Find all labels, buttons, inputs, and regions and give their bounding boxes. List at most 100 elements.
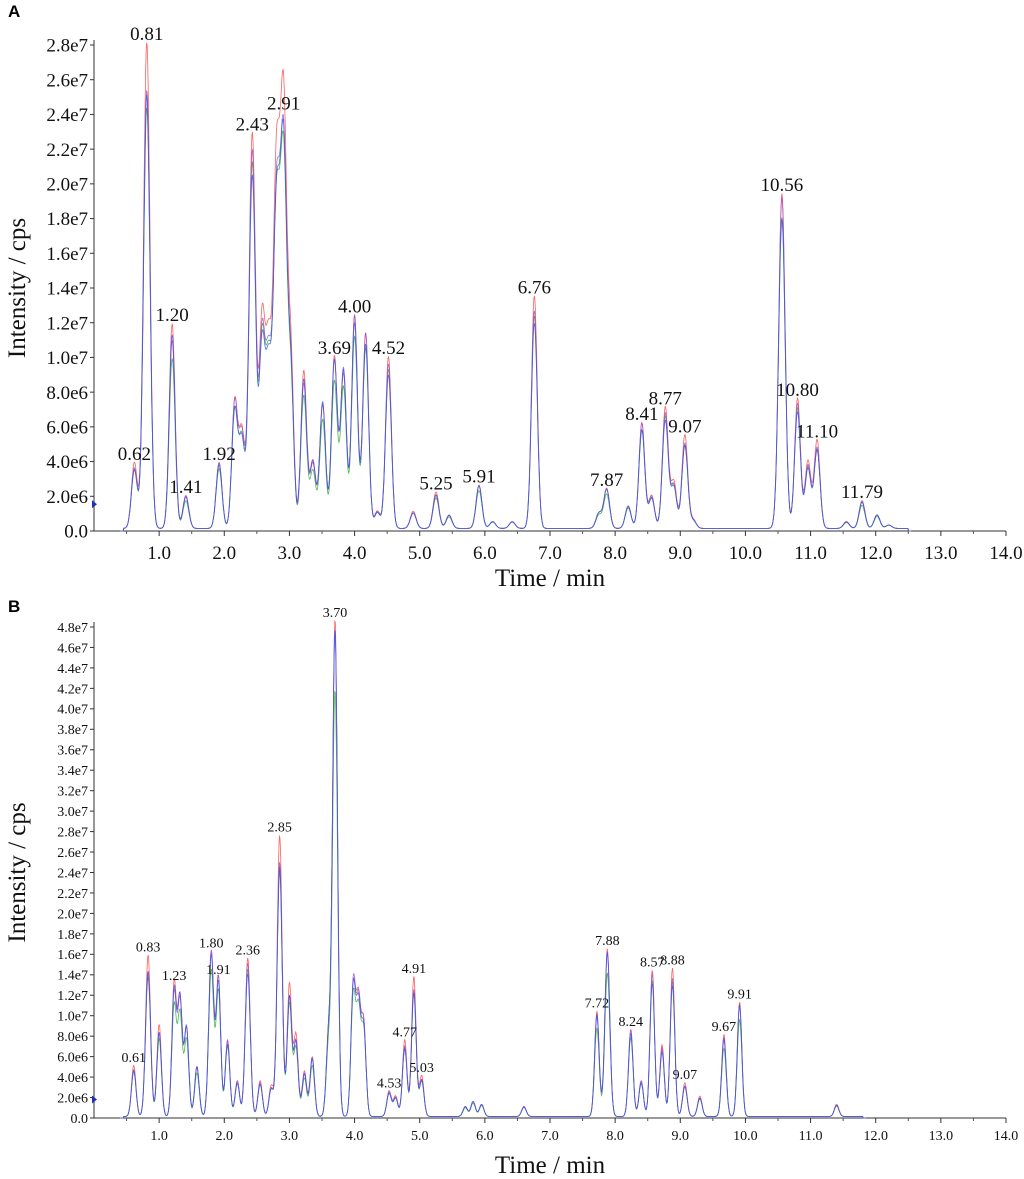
y-tick-label: 4.4e7 xyxy=(57,662,88,677)
x-tick-label: 4.0 xyxy=(343,543,367,564)
peak-label: 0.81 xyxy=(130,24,163,45)
chromatogram-trace-4 xyxy=(120,95,912,532)
peak-label: 9.67 xyxy=(712,1020,737,1035)
x-tick-label: 14.0 xyxy=(994,1129,1019,1144)
peak-label: 4.00 xyxy=(338,297,371,318)
y-tick-label: 1.0e7 xyxy=(57,1010,88,1025)
x-tick-label: 9.0 xyxy=(668,543,692,564)
threshold-marker-icon xyxy=(92,1095,97,1104)
x-tick-label: 6.0 xyxy=(473,543,497,564)
y-tick-label: 3.0e7 xyxy=(57,805,88,820)
peak-label: 6.76 xyxy=(518,277,551,298)
peak-label: 4.91 xyxy=(402,962,427,977)
x-tick-label: 5.0 xyxy=(411,1129,429,1144)
y-tick-label: 2.8e7 xyxy=(57,825,88,840)
chart-panel-b: B 1.0 2.0 3.0 4.0 5.0 6.0 7.0 8.0 9.0 10.0 11.0 12.… xyxy=(0,595,1024,1179)
y-tick-label: 4.0e7 xyxy=(57,703,88,718)
y-tick-label: 1.0e7 xyxy=(46,348,88,369)
peak-label: 8.88 xyxy=(660,954,685,969)
x-tick-label: 5.0 xyxy=(408,543,432,564)
y-tick-label: 2.0e7 xyxy=(57,907,88,922)
x-tick-label: 12.0 xyxy=(863,1129,888,1144)
y-tick-label: 1.2e7 xyxy=(57,989,88,1004)
y-tick-label: 6.0e6 xyxy=(46,418,88,439)
x-tick-label: 1.0 xyxy=(150,1129,168,1144)
peak-label: 5.25 xyxy=(419,474,452,495)
x-tick-label: 7.0 xyxy=(538,543,562,564)
y-tick-label: 1.6e7 xyxy=(57,948,88,963)
x-tick-label: 11.0 xyxy=(794,543,827,564)
peak-label: 5.91 xyxy=(462,467,495,488)
peak-label: 11.79 xyxy=(841,482,883,503)
panel-label-a: A xyxy=(8,2,21,21)
x-axis-label: Time / min xyxy=(495,565,606,592)
peak-label: 11.10 xyxy=(796,421,838,442)
y-tick-label: 2.6e7 xyxy=(57,846,88,861)
y-tick-label: 0.0 xyxy=(64,522,88,543)
peak-label: 7.87 xyxy=(590,470,623,491)
y-tick-label: 1.4e7 xyxy=(46,279,88,300)
peak-label: 3.69 xyxy=(318,338,351,359)
chart-panel-a: A 1.0 2.0 3.0 4.0 5.0 6.0 7.0 8.0 9.0 10.0 11.0 12.… xyxy=(4,2,1023,592)
y-axis-label: Intensity / cps xyxy=(4,802,31,942)
y-tick-label: 2.4e7 xyxy=(57,866,88,881)
peak-label: 5.03 xyxy=(409,1061,434,1076)
x-tick-label: 2.0 xyxy=(216,1129,234,1144)
x-tick-label: 13.0 xyxy=(929,1129,954,1144)
x-tick-label: 3.0 xyxy=(278,543,302,564)
peak-label: 7.72 xyxy=(585,997,610,1012)
peak-label: 9.07 xyxy=(673,1068,698,1083)
peak-label: 0.62 xyxy=(118,444,151,465)
y-tick-label: 6.0e6 xyxy=(57,1051,88,1066)
x-tick-label: 13.0 xyxy=(924,543,957,564)
peak-label: 4.77 xyxy=(392,1025,417,1040)
peak-label: 3.70 xyxy=(323,606,348,621)
chromatogram-trace-2 xyxy=(120,107,912,532)
peak-label: 4.53 xyxy=(377,1076,402,1091)
y-tick-label: 3.2e7 xyxy=(57,785,88,800)
peak-label: 10.80 xyxy=(776,380,819,401)
x-tick-label: 6.0 xyxy=(476,1129,494,1144)
y-tick-label: 4.0e6 xyxy=(57,1071,88,1086)
peak-label: 9.07 xyxy=(668,416,701,437)
peak-label: 4.52 xyxy=(372,338,405,359)
peak-label: 9.91 xyxy=(727,987,752,1002)
y-tick-label: 2.4e7 xyxy=(46,105,88,126)
y-tick-label: 1.4e7 xyxy=(57,969,88,984)
y-tick-label: 0.0 xyxy=(71,1112,89,1127)
y-tick-label: 2.0e7 xyxy=(46,175,88,196)
y-tick-label: 4.0e6 xyxy=(46,452,88,473)
x-tick-label: 1.0 xyxy=(147,543,171,564)
x-tick-label: 2.0 xyxy=(212,543,236,564)
chromatogram-trace-3 xyxy=(120,631,866,1119)
x-tick-label: 14.0 xyxy=(989,543,1022,564)
peak-label: 1.91 xyxy=(206,963,231,978)
peak-label: 8.77 xyxy=(649,389,682,410)
peak-label: 1.20 xyxy=(156,305,189,326)
y-tick-label: 2.2e7 xyxy=(57,887,88,902)
y-tick-label: 3.4e7 xyxy=(57,764,88,779)
y-tick-label: 4.2e7 xyxy=(57,682,88,697)
y-axis-label: Intensity / cps xyxy=(4,218,31,358)
x-tick-label: 8.0 xyxy=(603,543,627,564)
peak-label: 2.85 xyxy=(267,821,292,836)
y-tick-label: 2.6e7 xyxy=(46,70,88,91)
x-tick-label: 3.0 xyxy=(281,1129,299,1144)
y-tick-label: 2.0e6 xyxy=(46,487,88,508)
y-tick-label: 1.2e7 xyxy=(46,313,88,334)
peak-label: 2.91 xyxy=(267,93,300,114)
peak-label: 2.36 xyxy=(235,943,260,958)
y-tick-label: 4.8e7 xyxy=(57,621,88,636)
chromatogram-b: 1.0 2.0 3.0 4.0 5.0 6.0 7.0 8.0 9.0 10.0 11.0 12.0 1… xyxy=(4,606,1019,1179)
peak-label: 2.43 xyxy=(236,114,269,135)
peak-label: 10.56 xyxy=(761,175,804,196)
peak-label: 8.41 xyxy=(625,404,658,425)
y-tick-label: 1.8e7 xyxy=(57,928,88,943)
y-tick-label: 8.0e6 xyxy=(46,383,88,404)
x-tick-label: 4.0 xyxy=(346,1129,364,1144)
y-tick-label: 2.2e7 xyxy=(46,140,88,161)
y-tick-label: 1.6e7 xyxy=(46,244,88,265)
panel-label-b: B xyxy=(8,597,21,616)
y-tick-label: 2.8e7 xyxy=(46,36,88,57)
x-axis-label: Time / min xyxy=(495,1152,606,1179)
